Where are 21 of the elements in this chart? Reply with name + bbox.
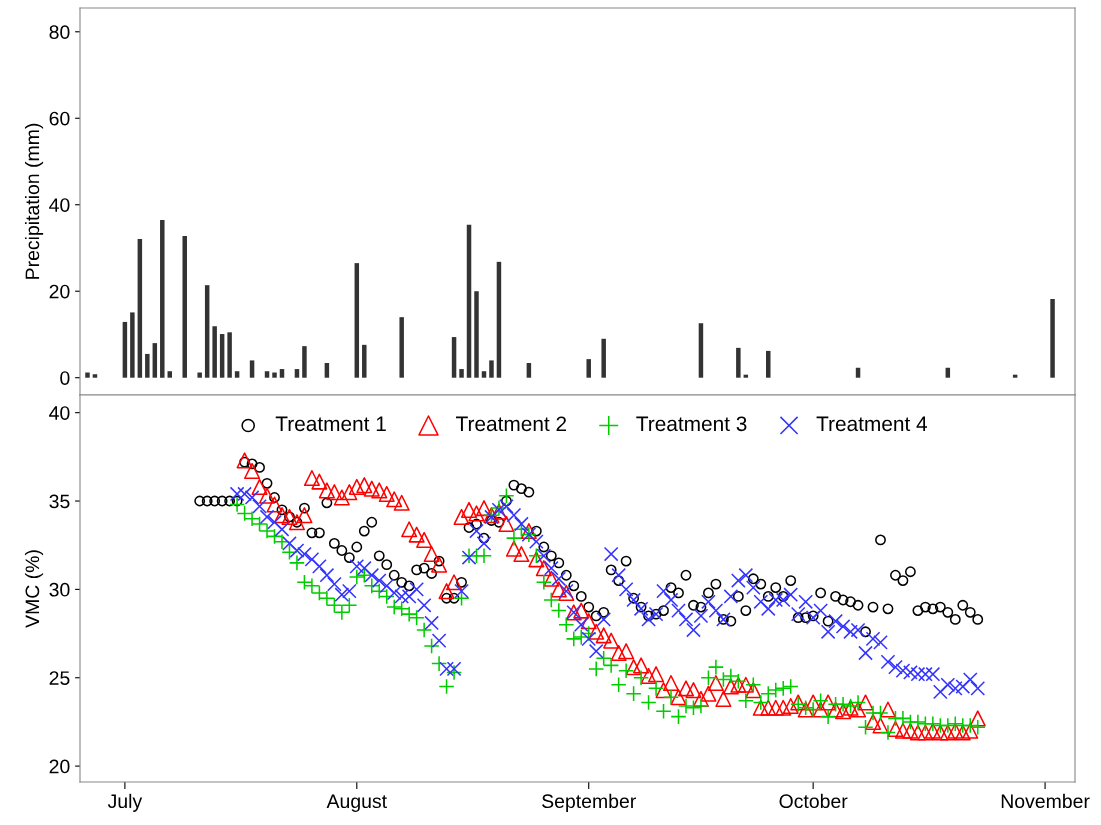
legend-label: Treatment 1: [275, 416, 386, 432]
legend-label: Treatment 3: [636, 416, 747, 432]
x-tick-label: July: [107, 793, 143, 812]
y-tick-label: 35: [49, 494, 70, 509]
x-tick-label: August: [326, 794, 387, 812]
y-tick-label: 0: [60, 371, 70, 385]
x-tick-label: October: [779, 793, 848, 809]
legend-label: Treatment 2: [456, 416, 567, 432]
y-tick-label: 30: [49, 582, 70, 597]
y-axis-title: Precipitation (mm): [24, 123, 44, 279]
y-axis-title: VMC (%): [24, 550, 44, 628]
x-tick-label: November: [1001, 793, 1090, 809]
legend-label: Treatment 4: [816, 416, 928, 432]
y-tick-label: 60: [49, 111, 70, 126]
y-tick-label: 20: [49, 759, 70, 774]
y-tick-label: 40: [49, 198, 70, 212]
y-tick-label: 20: [49, 284, 70, 299]
y-tick-label: 25: [49, 671, 70, 685]
x-tick-label: September: [542, 793, 636, 812]
y-tick-label: 80: [49, 25, 70, 40]
y-tick-label: 40: [49, 406, 70, 420]
